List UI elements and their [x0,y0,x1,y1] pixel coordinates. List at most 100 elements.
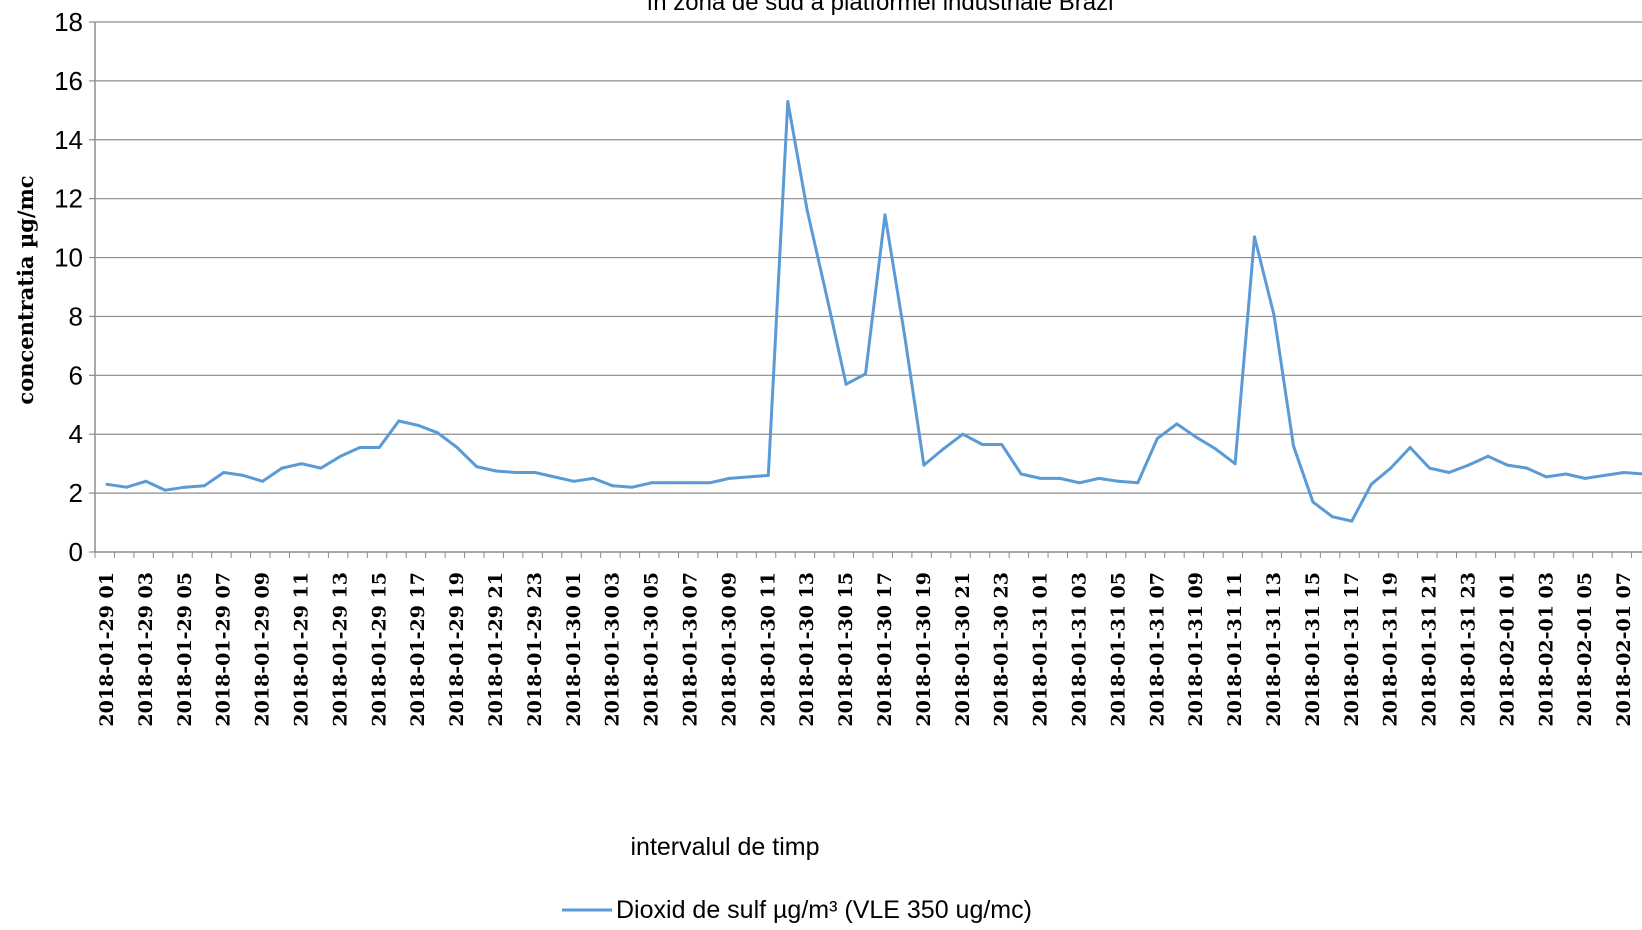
data-point [1447,471,1451,474]
data-point [1136,481,1140,485]
x-tick-label: 2018-01-30 05 [641,572,663,727]
x-tick-label: 2018-01-31 05 [1107,572,1129,727]
x-tick-label: 2018-01-29 17 [407,572,429,727]
data-point [708,481,712,485]
data-point [1505,463,1509,467]
data-point [183,485,187,489]
x-tick-label: 2018-01-30 19 [913,572,935,727]
data-point [261,479,265,483]
x-tick-label: 2018-01-30 03 [602,572,624,727]
data-point [1525,466,1529,470]
y-tick-label: 18 [54,7,83,37]
series-group [105,100,1642,523]
x-tick-label: 2018-01-29 19 [446,572,468,727]
data-point [338,454,342,458]
data-point [144,479,148,483]
data-point [1622,471,1626,474]
data-point [883,213,887,217]
y-tick-label: 16 [54,66,83,96]
data-point [1214,447,1218,451]
data-point [1097,476,1101,480]
y-tick-label: 12 [54,184,83,214]
data-point [669,481,673,485]
y-axis-ticks: 0 2 4 6 8 10 12 14 16 18 [54,7,95,567]
data-point [1408,446,1412,449]
data-point [1175,422,1179,426]
data-point [805,208,809,212]
data-point [902,332,906,336]
x-tick-label: 2018-01-29 13 [329,572,351,727]
data-point [1369,482,1373,486]
data-point [961,432,965,436]
x-tick-label: 2018-02-01 05 [1574,572,1596,727]
data-point [650,481,654,485]
data-point [1194,435,1198,439]
y-tick-label: 0 [69,537,83,567]
data-point [1428,466,1432,470]
x-tick-label: 2018-01-29 15 [368,572,390,727]
data-point [1583,476,1587,480]
x-tick-label: 2018-01-30 21 [952,572,974,727]
y-tick-label: 2 [69,478,83,508]
data-point [416,423,420,427]
data-point [1078,481,1081,485]
x-tick-label: 2018-01-29 11 [291,572,313,727]
x-tick-label: 2018-01-29 03 [135,572,157,727]
series-line-dioxid-de-sulf [106,100,1642,523]
data-point [941,447,945,451]
x-axis-ticks: 2018-01-29 01 2018-01-29 03 2018-01-29 05 2… [94,552,1635,727]
data-point [1019,472,1023,476]
x-tick-label: 2018-01-29 23 [524,572,546,727]
data-point [1564,472,1568,476]
data-point [163,488,167,492]
data-point [202,484,206,488]
data-point [844,382,848,386]
data-point [105,482,109,486]
data-point [591,476,595,480]
data-point [980,443,984,446]
x-tick-label: 2018-01-30 23 [991,572,1013,727]
data-point [455,446,459,449]
y-tick-label: 10 [54,243,83,273]
data-point [1544,475,1548,479]
x-tick-label: 2018-01-30 01 [563,572,585,727]
x-tick-label: 2018-01-31 11 [1224,572,1246,727]
legend-label: Dioxid de sulf µg/m³ (VLE 350 ug/mc) [616,896,1032,924]
x-tick-label: 2018-01-30 09 [718,572,740,727]
data-point [1311,500,1315,504]
data-point [1058,476,1062,480]
data-point [552,475,556,479]
x-tick-label: 2018-01-29 21 [485,572,507,727]
x-tick-label: 2018-01-31 21 [1419,572,1441,727]
data-point [280,466,284,470]
y-tick-label: 6 [69,360,83,390]
x-tick-label: 2018-01-29 07 [213,572,235,727]
data-point [1389,466,1393,470]
x-tick-label: 2018-01-31 15 [1302,572,1324,727]
x-tick-label: 2018-01-31 13 [1263,572,1285,727]
data-point [1039,476,1043,480]
x-tick-label: 2018-01-30 15 [835,572,857,727]
data-point [377,446,381,449]
x-tick-label: 2018-02-01 03 [1535,572,1557,727]
data-point [864,372,867,376]
x-tick-label: 2018-01-31 17 [1341,572,1363,727]
x-tick-label: 2018-01-30 17 [874,572,896,727]
x-tick-label: 2018-01-29 09 [252,572,274,727]
data-point [1272,313,1276,317]
data-point [786,100,790,103]
data-point [494,469,498,473]
data-point [125,485,128,489]
x-tick-label: 2018-01-31 23 [1458,572,1480,727]
x-tick-label: 2018-01-30 07 [680,572,702,727]
x-tick-label: 2018-01-31 07 [1146,572,1168,727]
y-axis-label: concentratia µg/mc [13,175,38,404]
x-tick-label: 2018-01-29 01 [96,572,118,727]
data-point [1253,235,1256,239]
legend: Dioxid de sulf µg/m³ (VLE 350 ug/mc) [562,896,1032,924]
data-point [1330,515,1334,519]
data-point [1155,437,1159,441]
data-point [1467,463,1470,467]
chart-title: în zona de sud a platformei industriale … [646,0,1114,16]
data-point [1350,519,1354,523]
